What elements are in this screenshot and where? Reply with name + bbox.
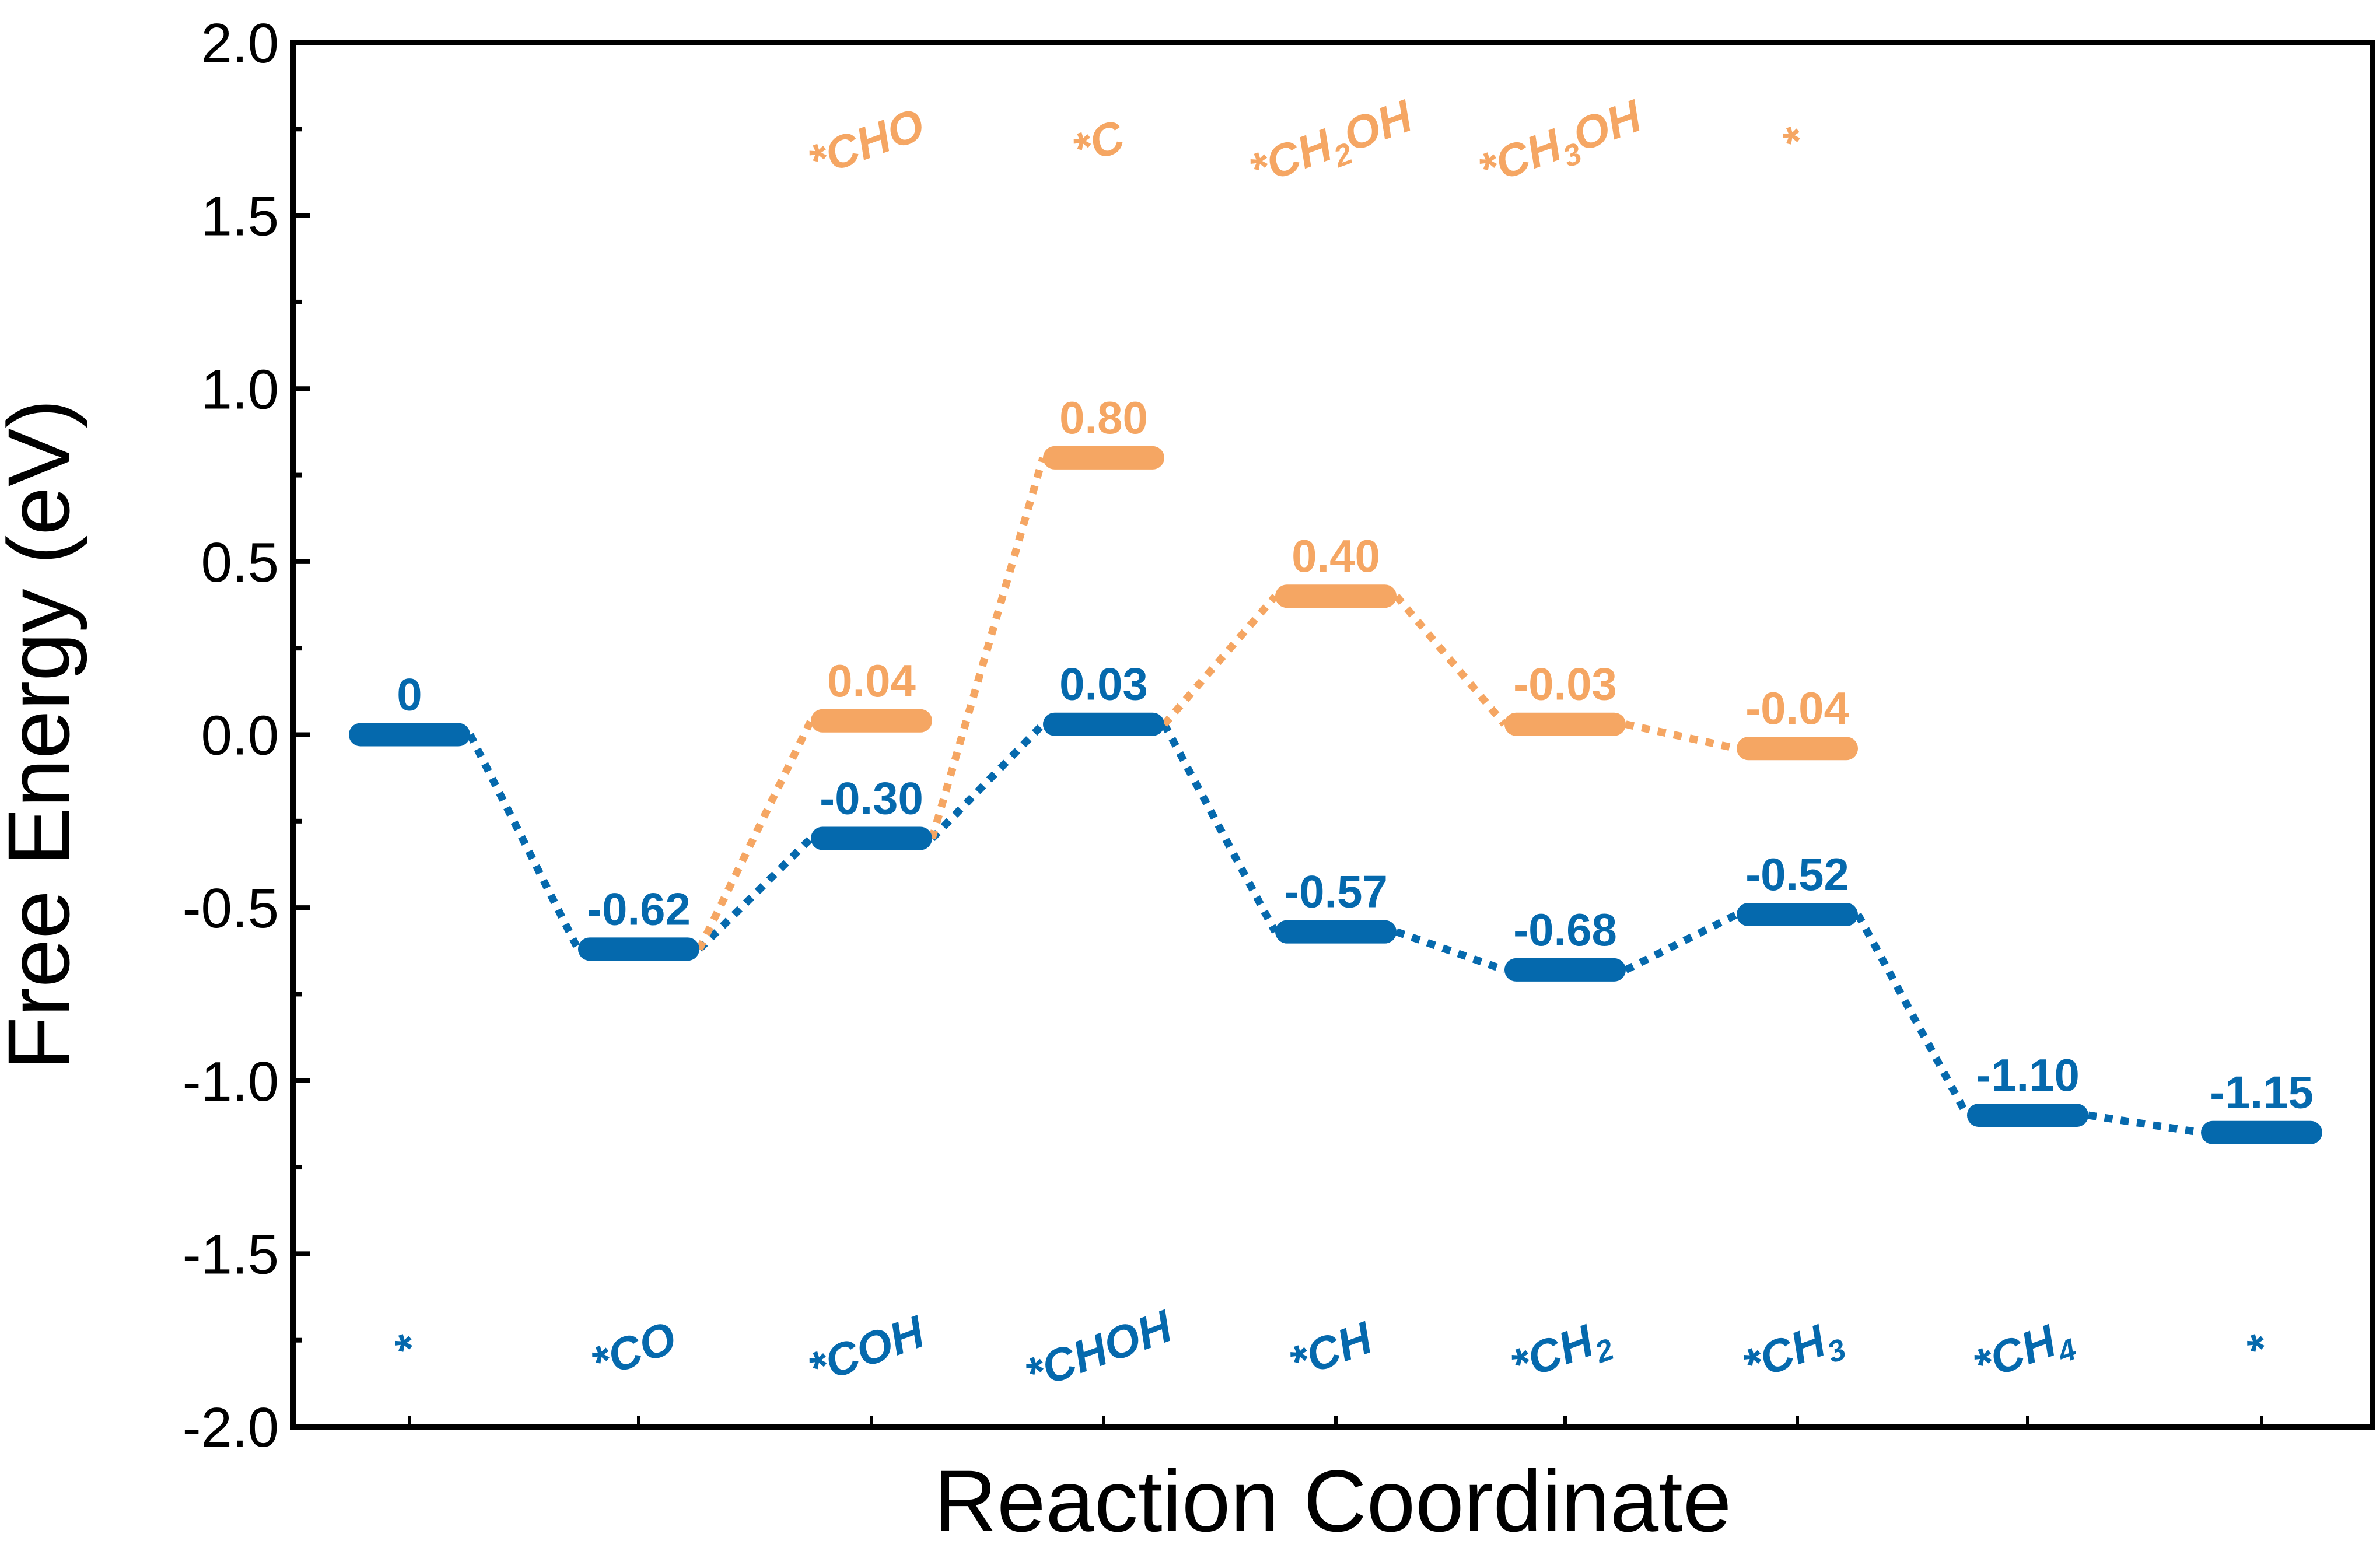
blue-state-label: *CH2 — [1504, 1309, 1618, 1399]
blue-energy-level-bar — [1275, 920, 1396, 944]
y-tick-label: -1.0 — [183, 1050, 279, 1113]
blue-state-label: *CH — [1283, 1311, 1380, 1388]
blue-state-label: * — [2239, 1322, 2275, 1377]
y-tick-label: 2.0 — [201, 12, 279, 75]
blue-connector-line — [1854, 912, 1971, 1118]
blue-energy-level-bar — [1737, 902, 1858, 926]
blue-value-label: -1.10 — [1976, 1049, 2080, 1101]
orange-value-label: -0.04 — [1745, 682, 1849, 734]
connector-lines — [467, 457, 2202, 1137]
blue-connector-line — [929, 722, 1046, 842]
orange-connector-line — [696, 719, 814, 951]
blue-state-label: *CHOH — [1019, 1300, 1180, 1400]
orange-connector-line — [1161, 593, 1278, 727]
blue-state-label: * — [387, 1322, 423, 1377]
blue-value-label: 0 — [397, 669, 422, 720]
y-tick-label: 0.5 — [201, 531, 279, 594]
orange-energy-level-bar — [1043, 446, 1164, 470]
blue-energy-level-bar — [2201, 1120, 2322, 1144]
blue-connector-line — [467, 733, 582, 951]
value-labels: 0 -0.62 -0.30 0.03 -0.57 -0.68 -0.52 -1.10 -1.15… — [397, 392, 2314, 1118]
blue-value-label: -1.15 — [2210, 1067, 2314, 1118]
orange-connector-line — [928, 457, 1047, 840]
blue-state-label: *CH4 — [1966, 1309, 2081, 1399]
orange-state-label: * — [1774, 115, 1811, 170]
state-labels: * *CO *COH *CHOH *CH *CH2 *CH3 *CH4 * *CHO *C *CH2O… — [387, 89, 2275, 1400]
blue-energy-level-bar — [1967, 1104, 2088, 1127]
blue-value-label: 0.03 — [1059, 659, 1148, 710]
blue-energy-level-bar — [1043, 712, 1164, 736]
y-tick-label: -1.5 — [183, 1223, 279, 1286]
energy-levels — [349, 446, 2322, 1144]
orange-state-label: *C — [1066, 110, 1132, 176]
orange-energy-level-bar — [811, 709, 932, 733]
blue-connector-line — [2088, 1111, 2202, 1137]
blue-value-label: -0.57 — [1284, 866, 1388, 917]
x-axis-ticks — [408, 1416, 2263, 1427]
y-axis-ticks: 2.0 1.5 1.0 0.5 0.0 -0.5 -1.0 -1.5 -2.0 — [183, 12, 310, 1459]
blue-state-label: *CH3 — [1736, 1309, 1850, 1399]
blue-connector-line — [1624, 911, 1738, 973]
y-tick-label: -0.5 — [183, 877, 279, 940]
blue-energy-level-bar — [578, 937, 699, 961]
blue-energy-level-bar — [1504, 958, 1626, 982]
orange-value-label: -0.03 — [1513, 659, 1617, 710]
y-tick-label: -2.0 — [183, 1396, 279, 1459]
orange-connector-line — [1394, 594, 1507, 727]
orange-value-label: 0.80 — [1059, 392, 1148, 443]
y-axis-title: Free Energy (eV) — [0, 399, 88, 1070]
y-tick-label: 1.0 — [201, 358, 279, 421]
orange-energy-level-bar — [1275, 584, 1396, 608]
blue-value-label: -0.30 — [820, 772, 923, 824]
y-tick-label: 0.0 — [201, 705, 279, 767]
blue-energy-level-bar — [811, 826, 932, 850]
plot-frame — [290, 40, 2375, 1430]
orange-state-label: *CHO — [802, 98, 931, 187]
y-tick-label: 1.5 — [201, 185, 279, 248]
blue-value-label: -0.62 — [587, 883, 691, 934]
blue-connector-line — [696, 835, 814, 952]
blue-energy-level-bar — [349, 723, 470, 747]
orange-energy-level-bar — [1504, 712, 1626, 736]
blue-state-label: *COH — [802, 1305, 932, 1395]
blue-connector-line — [1395, 928, 1506, 974]
blue-connector-line — [1161, 722, 1279, 934]
orange-value-label: 0.04 — [827, 655, 916, 706]
orange-state-label: *CH3OH — [1472, 89, 1651, 202]
x-axis-title: Reaction Coordinate — [934, 1452, 1732, 1550]
orange-connector-line — [1625, 720, 1738, 752]
blue-state-label: *CO — [584, 1311, 682, 1389]
blue-value-label: -0.52 — [1745, 849, 1849, 900]
orange-energy-level-bar — [1737, 737, 1858, 761]
orange-value-label: 0.40 — [1292, 530, 1380, 582]
blue-value-label: -0.68 — [1513, 904, 1617, 955]
orange-state-label: *CH2OH — [1242, 89, 1422, 202]
